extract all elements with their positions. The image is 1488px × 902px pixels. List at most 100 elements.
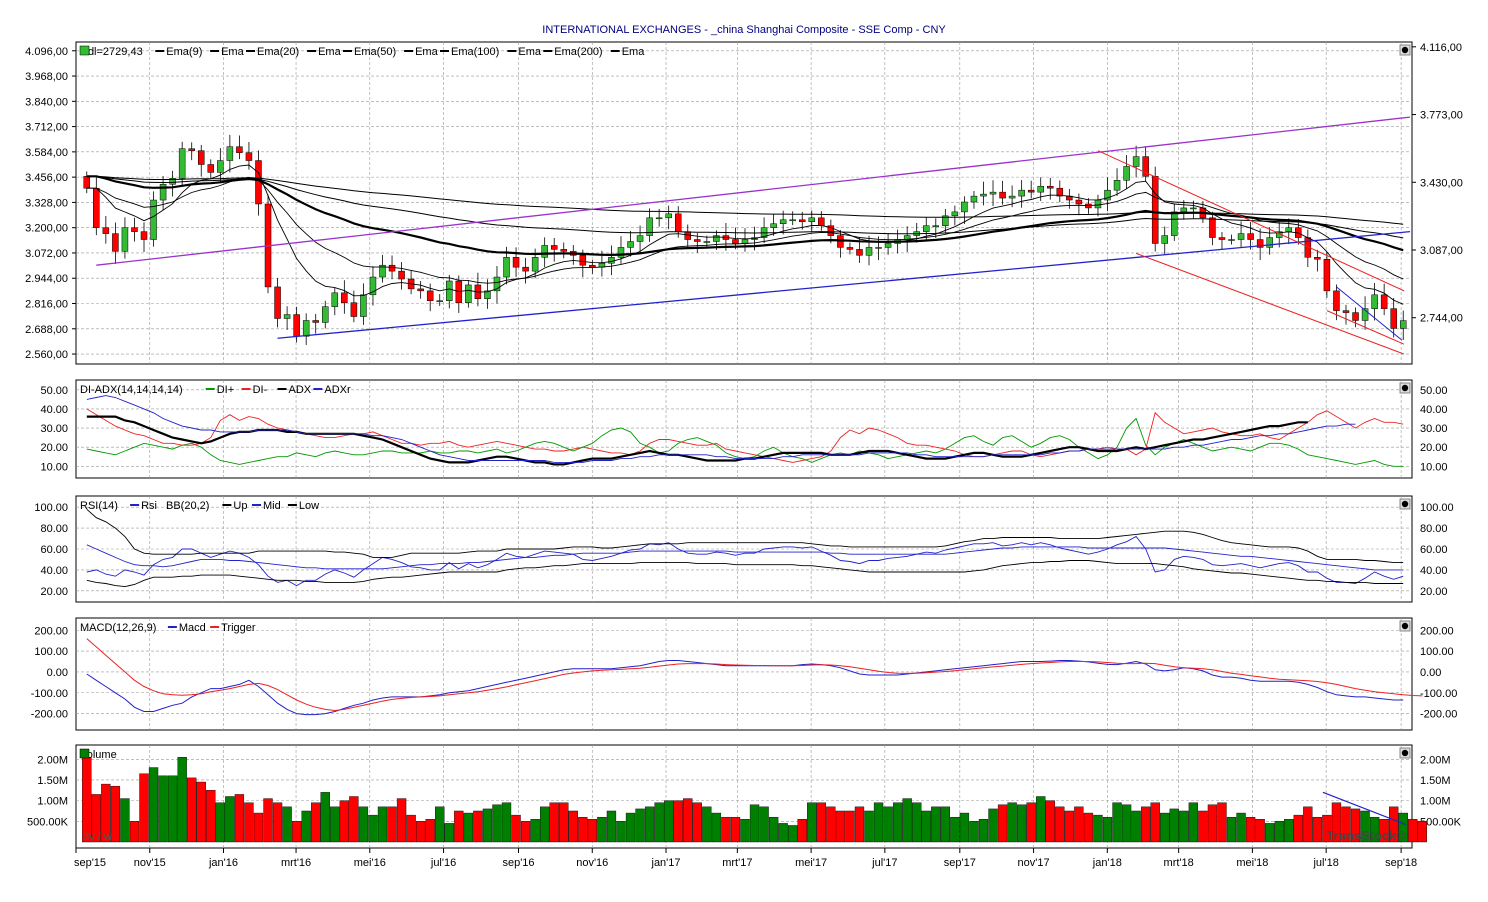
candle [989, 191, 997, 195]
volume-bar [1360, 810, 1370, 843]
candle [1228, 239, 1235, 241]
volume-bar [463, 812, 474, 843]
volume-bar [158, 775, 168, 843]
volume-bar [511, 814, 521, 843]
candle [1266, 237, 1273, 248]
volume-bar [1016, 804, 1027, 843]
legend-label: Ema(20) [257, 46, 299, 58]
volume-bar [368, 814, 378, 843]
volume-bar [730, 816, 741, 843]
candle [1180, 207, 1188, 213]
candle [1390, 308, 1397, 329]
y-tick-label-right: 3.773,00 [1420, 110, 1463, 122]
candle [312, 320, 319, 323]
y-tick-label-left: 4.096,00 [25, 46, 68, 58]
volume-bar [1160, 812, 1170, 843]
candle [942, 215, 949, 226]
candle [531, 257, 539, 272]
candle [923, 225, 930, 232]
y-tick-label-right: 3.087,00 [1420, 245, 1463, 257]
volume-bar [587, 819, 598, 843]
candle [245, 152, 253, 161]
volume-bar [101, 783, 111, 843]
price-close-icon[interactable] [1399, 44, 1411, 56]
candle [932, 225, 940, 227]
x-tick-label: nov'16 [576, 857, 608, 869]
candle [178, 148, 186, 179]
candle [398, 270, 405, 280]
candle [1104, 189, 1111, 201]
candle [1142, 156, 1149, 177]
candle [417, 288, 424, 292]
candle [1285, 227, 1293, 232]
y-tick-label-left: 80.00 [40, 523, 68, 535]
x-tick-label: mei'16 [354, 857, 386, 869]
y-tick-label-right: 2.744,00 [1420, 313, 1463, 325]
dmi-series [86, 395, 1404, 467]
candle [608, 257, 615, 264]
volume-bar [892, 802, 903, 843]
volume-bar [654, 802, 664, 843]
legend-label: BB(20,2) [166, 500, 209, 512]
volume-bar [291, 821, 302, 843]
x-tick-label: mrt'16 [281, 857, 311, 869]
y-tick-label-right: 20.00 [1420, 442, 1448, 454]
volume-bar [129, 821, 140, 843]
rsi-close-icon[interactable] [1399, 498, 1411, 510]
volume-bar [377, 806, 388, 843]
volume-bar [864, 810, 874, 843]
volume-bar [1389, 806, 1399, 843]
y-tick-label-left: 20.00 [40, 586, 68, 598]
candle [694, 239, 701, 242]
volume-bar [921, 810, 931, 843]
close-icon-dot [1401, 749, 1409, 757]
volume-bar [1188, 802, 1199, 843]
dmi-close-icon[interactable] [1399, 382, 1411, 394]
volume-bar [358, 806, 369, 843]
volume-bar [644, 806, 655, 843]
candle [1399, 320, 1407, 329]
ema-line [86, 175, 1404, 239]
volume-bar [549, 802, 559, 843]
y-tick-label-left: 2.816,00 [25, 299, 68, 311]
y-tick-label-left: 10.00 [40, 461, 68, 473]
volume-bar [1198, 810, 1208, 843]
candle [207, 164, 215, 173]
panel-dmi: 50.00 50.00 40.00 40.00 30.00 30.00 20.00 20.00… [40, 379, 1448, 479]
legend-label: Ema [221, 46, 245, 58]
volume-close-icon[interactable] [1399, 747, 1411, 759]
candle [465, 284, 472, 303]
candle [322, 306, 329, 323]
trendline-upper [96, 116, 1411, 266]
volume-bar [1207, 804, 1218, 843]
series-line-mid [86, 544, 1404, 571]
candle [732, 239, 739, 244]
channel-mid [1326, 310, 1405, 345]
macd-plot-area [75, 617, 1413, 731]
volume-bar [387, 806, 397, 843]
x-axis: sep'15 nov'15 jan'16 mrt'16 mei'16 jul'16 sep'… [74, 848, 1417, 869]
volume-bar [1064, 810, 1075, 843]
x-tick-label: sep'15 [74, 857, 106, 869]
candle [350, 302, 358, 317]
y-tick-label-right: -100.00 [1420, 688, 1457, 700]
volume-bar [997, 804, 1008, 843]
legend-label: Ema [415, 46, 439, 58]
y-tick-label-left: 1.00M [37, 796, 68, 808]
y-tick-label-left: 200.00 [34, 625, 68, 637]
volume-bar [234, 794, 245, 843]
candle [560, 249, 567, 252]
panel-macd: 200.00 200.00 100.00 100.00 0.00 0.00 -100.00 -… [31, 617, 1457, 731]
candle [217, 160, 224, 173]
volume-bar [1045, 800, 1055, 843]
volume-bar [721, 816, 731, 843]
candle [713, 235, 720, 242]
x-tick-label: jul'16 [430, 857, 456, 869]
x-tick-label: nov'17 [1018, 857, 1050, 869]
volume-bar [673, 800, 683, 843]
candle [388, 264, 396, 272]
volume-bar [435, 806, 445, 843]
macd-close-icon[interactable] [1399, 620, 1411, 632]
y-tick-label-right: 1.00M [1420, 796, 1451, 808]
